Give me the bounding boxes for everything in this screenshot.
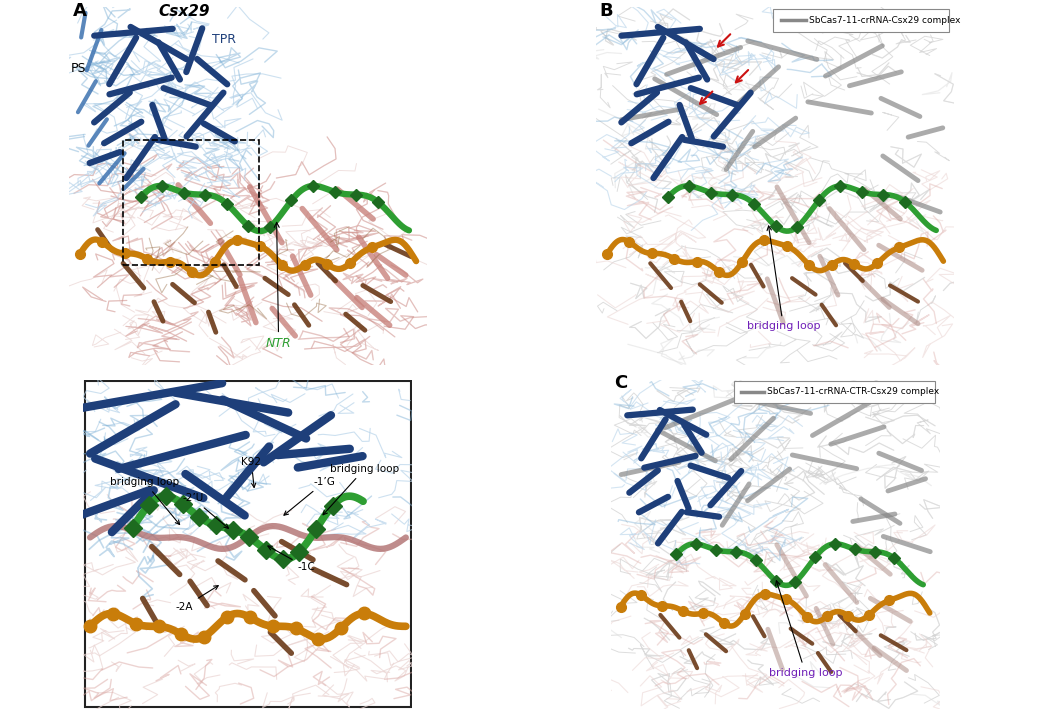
Text: bridging loop: bridging loop xyxy=(323,463,399,515)
Bar xyxy=(123,140,259,265)
Text: Csx29: Csx29 xyxy=(159,4,210,20)
Text: bridging loop: bridging loop xyxy=(746,226,820,331)
FancyBboxPatch shape xyxy=(734,381,934,403)
Text: K92: K92 xyxy=(241,457,261,487)
Text: bridging loop: bridging loop xyxy=(768,581,843,677)
Text: -2’U: -2’U xyxy=(182,493,229,529)
Text: bridging loop: bridging loop xyxy=(110,477,180,524)
Text: -2A: -2A xyxy=(175,586,218,612)
Text: PS: PS xyxy=(71,61,87,74)
Text: NTR: NTR xyxy=(266,223,291,350)
Text: TPR: TPR xyxy=(212,33,236,46)
Text: -1’G: -1’G xyxy=(284,477,335,515)
Text: B: B xyxy=(600,2,614,20)
FancyBboxPatch shape xyxy=(774,9,949,33)
Text: -1C: -1C xyxy=(268,546,315,573)
Text: C: C xyxy=(614,374,627,392)
Text: SbCas7-11-crRNA-CTR-Csx29 complex: SbCas7-11-crRNA-CTR-Csx29 complex xyxy=(767,387,940,396)
Text: A: A xyxy=(73,2,87,20)
Text: SbCas7-11-crRNA-Csx29 complex: SbCas7-11-crRNA-Csx29 complex xyxy=(809,16,960,25)
